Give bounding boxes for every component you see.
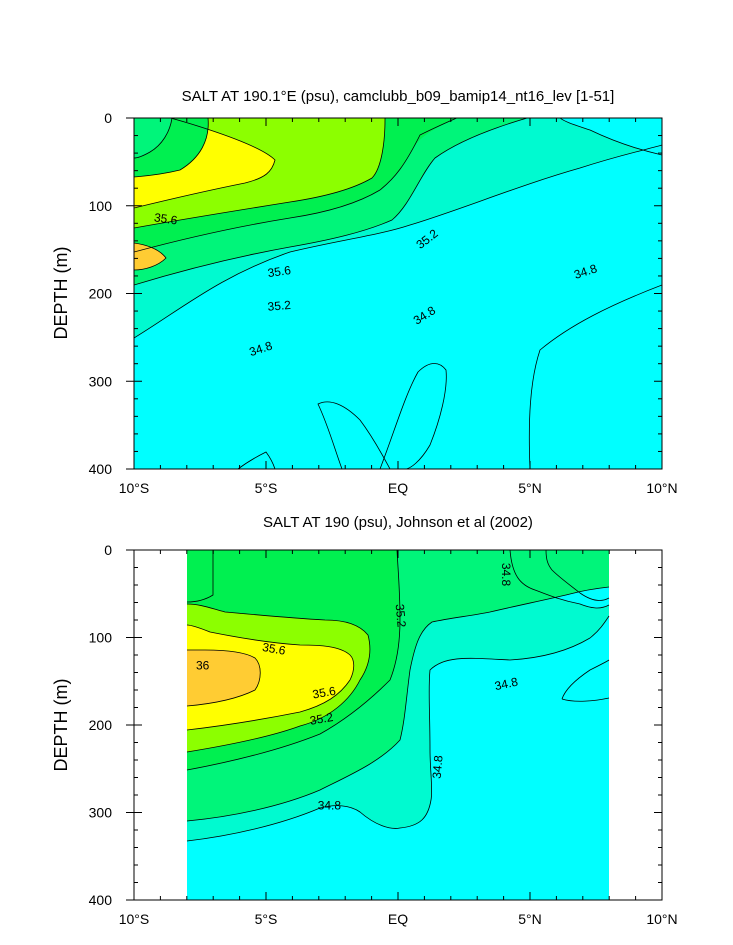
x-tick-label: 10°S (119, 911, 150, 927)
contour-label: 35.6 (153, 210, 178, 227)
contour-line (186, 586, 610, 822)
contour-label-text: 34.8 (430, 754, 446, 779)
contour-label-text: 34.8 (247, 338, 274, 359)
axis-ticks: 10°S 5°S EQ 5°N 10°N 0 100 200 300 400 (89, 110, 678, 496)
fill-deep-fresh-a (318, 401, 390, 469)
contour-label-text: 34.8 (493, 675, 519, 694)
panel-observed: SALT AT 190 (psu), Johnson et al (2002) (51, 514, 678, 927)
fill-patch-surface-inner (134, 118, 172, 158)
contour-line (134, 118, 529, 286)
y-tick-label: 0 (104, 110, 112, 126)
contour-line (134, 242, 167, 271)
contour-label: 34.8 (430, 754, 446, 779)
y-tick-label: 200 (89, 286, 113, 302)
y-tick-label: 300 (89, 373, 113, 389)
plot-area: 35.635.635.235.234.834.834.8 (134, 118, 662, 469)
contour-line (561, 659, 610, 702)
contour-label: 35.6 (311, 684, 337, 702)
contour-label-text: 36 (196, 659, 210, 673)
y-tick-label: 100 (89, 630, 113, 646)
x-tick-label: 5°N (518, 480, 542, 496)
fill-band-below-34.8 (187, 616, 609, 900)
x-tick-label: EQ (388, 480, 408, 496)
y-tick-label: 400 (89, 461, 113, 477)
y-tick-label: 0 (104, 542, 112, 558)
contour-line (186, 550, 214, 603)
contour-label-text: 35.6 (153, 210, 178, 227)
contour-label-text: 35.2 (267, 298, 292, 314)
contour-line (186, 649, 261, 707)
contour-line (186, 615, 610, 842)
contour-label: 35.2 (267, 298, 292, 314)
axis-ticks: 10°S 5°S EQ 5°N 10°N 0 100 200 300 400 (89, 542, 678, 927)
panel-model: SALT AT 190.1°E (psu), camclubb_b09_bami… (51, 88, 678, 496)
contour-line (134, 118, 276, 209)
contour-label-text: 35.6 (261, 640, 287, 658)
contour-label-text: 34.8 (572, 261, 599, 282)
y-tick-label: 100 (89, 198, 113, 214)
contour-labels: 36 35.6 35.6 35.2 35.2 34.8 34.8 34.8 34.8 (196, 563, 519, 813)
fill-patch-nw (187, 550, 213, 602)
contour-label: 35.6 (267, 263, 292, 280)
panel-title: SALT AT 190 (psu), Johnson et al (2002) (263, 514, 533, 531)
contour-label: 34.8 (572, 261, 599, 282)
contour-line (379, 363, 447, 469)
fill-band-36.0-plus (187, 650, 261, 706)
panel-title: SALT AT 190.1°E (psu), camclubb_b09_bami… (182, 88, 615, 105)
contour-label-text: 35.6 (267, 263, 292, 280)
contour-label: 34.8 (493, 675, 519, 694)
x-tick-label: 5°S (255, 911, 278, 927)
fill-deep-fresh-b (380, 363, 447, 469)
y-tick-label: 200 (89, 717, 113, 733)
y-tick-label: 300 (89, 805, 113, 821)
contour-line (186, 550, 401, 771)
contour-line (237, 451, 276, 469)
x-tick-label: 10°N (646, 911, 677, 927)
contour-line (186, 603, 371, 753)
fill-patch-east-deep (562, 660, 609, 702)
contour-line (186, 624, 355, 731)
x-tick-label: EQ (388, 911, 408, 927)
contour-label: 36 (196, 659, 210, 673)
contour-line (134, 118, 386, 229)
contour-label-text: 34.8 (318, 799, 342, 813)
plot-area: 36 35.6 35.6 35.2 35.2 34.8 34.8 34.8 34.8 (186, 550, 610, 900)
contour-label: 35.6 (261, 640, 287, 658)
contour-line (545, 550, 610, 601)
contour-line (317, 401, 391, 469)
y-axis-label: DEPTH (m) (51, 247, 71, 340)
contour-label-text: 35.6 (311, 684, 337, 702)
contour-label: 34.8 (247, 338, 274, 359)
x-tick-label: 5°N (518, 911, 542, 927)
contour-label-text: 34.8 (499, 563, 513, 587)
fill-patch-ne (560, 118, 662, 155)
fill-deep-fresh-c (529, 285, 662, 469)
contour-line (134, 118, 173, 159)
x-tick-label: 10°S (119, 480, 150, 496)
contour-line (134, 118, 494, 253)
contour-label-text: 35.2 (309, 710, 335, 728)
x-tick-label: 10°N (646, 480, 677, 496)
contour-label: 34.8 (499, 563, 513, 587)
contour-label: 35.2 (393, 603, 409, 628)
contour-label: 34.8 (318, 799, 342, 813)
contour-line (528, 284, 662, 469)
contour-label-text: 35.2 (393, 603, 409, 628)
y-axis-label: DEPTH (m) (51, 679, 71, 772)
contour-label: 35.2 (309, 710, 335, 728)
contour-line (134, 118, 209, 178)
y-tick-label: 400 (89, 892, 113, 908)
x-tick-label: 5°S (255, 480, 278, 496)
contour-line (134, 144, 662, 339)
